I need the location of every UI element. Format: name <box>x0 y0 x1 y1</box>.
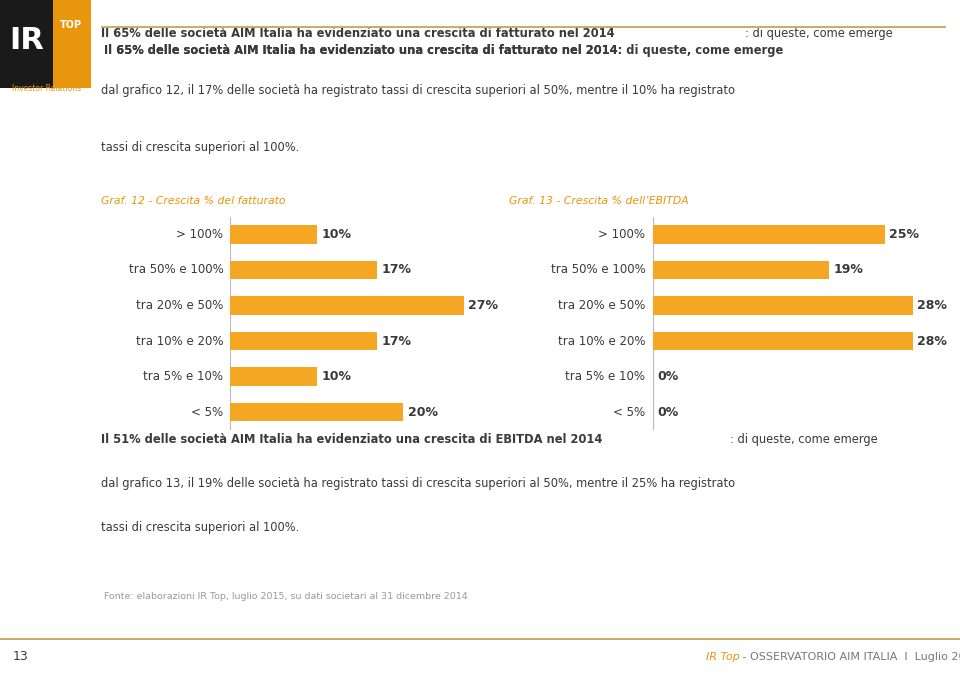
Bar <box>230 332 377 350</box>
Text: 17%: 17% <box>382 263 412 276</box>
Text: IR Top: IR Top <box>706 652 739 661</box>
Text: Investor Relations: Investor Relations <box>12 84 82 93</box>
Text: tassi di crescita superiori al 100%.: tassi di crescita superiori al 100%. <box>101 141 300 154</box>
Bar <box>230 225 317 244</box>
Text: 19%: 19% <box>833 263 864 276</box>
Text: 20%: 20% <box>408 406 438 418</box>
Text: - OSSERVATORIO AIM ITALIA  I  Luglio 2015: - OSSERVATORIO AIM ITALIA I Luglio 2015 <box>739 652 960 661</box>
Text: 10%: 10% <box>321 370 351 383</box>
Text: < 5%: < 5% <box>613 406 645 418</box>
Text: : di queste, come emerge: : di queste, come emerge <box>731 433 878 446</box>
Text: Graf. 12 - Crescita % del fatturato: Graf. 12 - Crescita % del fatturato <box>101 196 285 206</box>
Text: tra 50% e 100%: tra 50% e 100% <box>551 263 645 276</box>
Text: Il 65% delle società AIM Italia ha evidenziato una crescita di fatturato nel 201: Il 65% delle società AIM Italia ha evide… <box>101 27 614 40</box>
Bar <box>653 225 885 244</box>
Bar <box>230 368 317 386</box>
Text: > 100%: > 100% <box>177 228 224 241</box>
Text: 13: 13 <box>12 650 28 663</box>
Text: 28%: 28% <box>917 299 948 312</box>
Bar <box>230 261 377 279</box>
Text: tra 10% e 20%: tra 10% e 20% <box>136 334 224 347</box>
Text: Il 51% delle società AIM Italia ha evidenziato una crescita di EBITDA nel 2014: Il 51% delle società AIM Italia ha evide… <box>101 433 602 446</box>
Text: 0%: 0% <box>658 406 679 418</box>
Text: tra 20% e 50%: tra 20% e 50% <box>558 299 645 312</box>
Text: 17%: 17% <box>382 334 412 347</box>
Bar <box>230 403 403 421</box>
Text: 25%: 25% <box>889 228 920 241</box>
Text: Fonte: elaborazioni IR Top, luglio 2015, su dati societari al 31 dicembre 2014: Fonte: elaborazioni IR Top, luglio 2015,… <box>104 592 468 601</box>
Text: tra 5% e 10%: tra 5% e 10% <box>143 370 224 383</box>
Text: tra 20% e 50%: tra 20% e 50% <box>136 299 224 312</box>
Bar <box>653 332 913 350</box>
Bar <box>653 297 913 315</box>
Text: < 5%: < 5% <box>191 406 224 418</box>
Bar <box>653 261 829 279</box>
Text: dal grafico 12, il 17% delle società ha registrato tassi di crescita superiori a: dal grafico 12, il 17% delle società ha … <box>101 84 734 97</box>
Text: > 100%: > 100% <box>598 228 645 241</box>
Text: tra 10% e 20%: tra 10% e 20% <box>558 334 645 347</box>
Text: 27%: 27% <box>468 299 498 312</box>
Text: TOP: TOP <box>60 20 83 30</box>
Text: tra 50% e 100%: tra 50% e 100% <box>129 263 224 276</box>
Text: 0%: 0% <box>658 370 679 383</box>
Text: Il 65% delle società AIM Italia ha evidenziato una crescita di fatturato nel 201: Il 65% delle società AIM Italia ha evide… <box>104 44 783 57</box>
Text: Il 65% delle società AIM Italia ha evidenziato una crescita di fatturato nel 201: Il 65% delle società AIM Italia ha evide… <box>104 44 617 57</box>
Text: IR: IR <box>10 26 44 55</box>
Text: Graf. 13 - Crescita % dell’EBITDA: Graf. 13 - Crescita % dell’EBITDA <box>509 196 688 206</box>
Text: : di queste, come emerge: : di queste, come emerge <box>745 27 893 40</box>
Text: 10%: 10% <box>321 228 351 241</box>
Text: tassi di crescita superiori al 100%.: tassi di crescita superiori al 100%. <box>101 521 300 534</box>
Text: tra 5% e 10%: tra 5% e 10% <box>565 370 645 383</box>
Text: dal grafico 13, il 19% delle società ha registrato tassi di crescita superiori a: dal grafico 13, il 19% delle società ha … <box>101 477 735 490</box>
Bar <box>230 297 464 315</box>
Text: 28%: 28% <box>917 334 948 347</box>
